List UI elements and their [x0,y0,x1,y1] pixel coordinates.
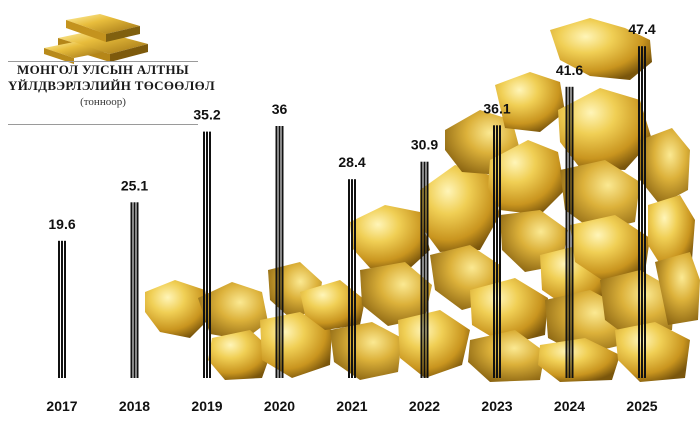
bar-2017 [58,240,66,378]
chart-title-line-1: МОНГОЛ УЛСЫН АЛТНЫ [17,62,189,77]
x-tick-label-2018: 2018 [119,398,150,414]
x-tick-label-2021: 2021 [336,398,367,414]
value-label-2021: 28.4 [338,154,365,170]
value-label-2023: 36.1 [483,100,510,116]
bar-2020 [275,126,284,378]
chart-subtitle: (тонноор) [80,96,126,108]
value-label-2020: 36 [272,101,288,117]
title-rule-bottom [8,124,198,125]
x-axis-tick-labels: 2017 2018 2019 2020 2021 2022 2023 2024 2025 [46,398,657,414]
value-label-2024: 41.6 [556,62,583,78]
bar-2025 [638,46,646,378]
chart-title-line-2: ҮЙЛДВЭРЛЭЛИЙН ТӨСӨӨЛӨЛ [8,78,216,93]
x-tick-label-2024: 2024 [554,398,585,414]
gold-bars-logo [44,14,148,64]
bar-2024 [565,86,574,379]
value-label-2017: 19.6 [48,216,75,232]
chart-title-block: МОНГОЛ УЛСЫН АЛТНЫ ҮЙЛДВЭРЛЭЛИЙН ТӨСӨӨЛӨ… [8,62,216,108]
title-rule-top [8,61,198,62]
value-label-2022: 30.9 [411,137,438,153]
x-tick-label-2023: 2023 [481,398,512,414]
x-tick-label-2019: 2019 [191,398,222,414]
value-labels: 19.6 25.1 35.2 36 28.4 30.9 36.1 41.6 47.4 [48,21,655,232]
bar-2021 [348,179,356,378]
x-tick-label-2025: 2025 [626,398,657,414]
bar-2019 [203,131,211,378]
value-label-2018: 25.1 [121,177,148,193]
x-tick-label-2017: 2017 [46,398,77,414]
x-tick-label-2022: 2022 [409,398,440,414]
x-tick-label-2020: 2020 [264,398,295,414]
value-label-2025: 47.4 [628,21,655,37]
bar-2023 [493,125,501,378]
bar-series [58,46,646,379]
bar-2022 [420,161,429,378]
bar-2018 [130,202,139,378]
value-label-2019: 35.2 [193,107,220,123]
